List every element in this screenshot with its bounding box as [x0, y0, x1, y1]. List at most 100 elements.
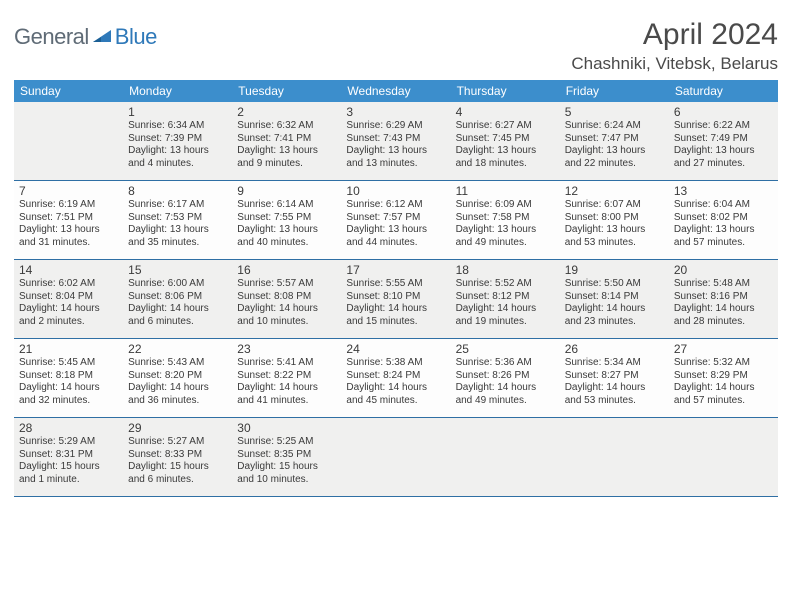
day-info-d2: and 41 minutes.	[237, 395, 336, 408]
day-info-sr: Sunrise: 5:52 AM	[456, 278, 555, 291]
day-info-d2: and 45 minutes.	[346, 395, 445, 408]
day-info-d1: Daylight: 14 hours	[674, 382, 773, 395]
day-info-sr: Sunrise: 6:27 AM	[456, 120, 555, 133]
day-info-ss: Sunset: 7:58 PM	[456, 212, 555, 225]
day-info-d2: and 27 minutes.	[674, 158, 773, 171]
day-cell: 14Sunrise: 6:02 AMSunset: 8:04 PMDayligh…	[14, 260, 123, 338]
day-info-ss: Sunset: 7:55 PM	[237, 212, 336, 225]
day-cell: 12Sunrise: 6:07 AMSunset: 8:00 PMDayligh…	[560, 181, 669, 259]
day-cell: 30Sunrise: 5:25 AMSunset: 8:35 PMDayligh…	[232, 418, 341, 496]
day-number: 1	[128, 105, 227, 119]
day-cell: 18Sunrise: 5:52 AMSunset: 8:12 PMDayligh…	[451, 260, 560, 338]
day-number: 9	[237, 184, 336, 198]
day-number: 15	[128, 263, 227, 277]
day-info-d2: and 57 minutes.	[674, 395, 773, 408]
day-info-sr: Sunrise: 6:32 AM	[237, 120, 336, 133]
week-row: 1Sunrise: 6:34 AMSunset: 7:39 PMDaylight…	[14, 102, 778, 181]
day-info-sr: Sunrise: 5:27 AM	[128, 436, 227, 449]
day-info-d1: Daylight: 13 hours	[346, 145, 445, 158]
day-number: 30	[237, 421, 336, 435]
title-block: April 2024 Chashniki, Vitebsk, Belarus	[571, 18, 778, 74]
dow-sunday: Sunday	[14, 80, 123, 102]
day-info-sr: Sunrise: 5:55 AM	[346, 278, 445, 291]
day-info-sr: Sunrise: 6:22 AM	[674, 120, 773, 133]
day-info-d2: and 53 minutes.	[565, 237, 664, 250]
day-info-d1: Daylight: 13 hours	[128, 224, 227, 237]
day-info-sr: Sunrise: 6:07 AM	[565, 199, 664, 212]
day-info-sr: Sunrise: 6:04 AM	[674, 199, 773, 212]
day-info-ss: Sunset: 7:47 PM	[565, 133, 664, 146]
day-info-sr: Sunrise: 5:25 AM	[237, 436, 336, 449]
day-info-ss: Sunset: 7:39 PM	[128, 133, 227, 146]
day-info-d1: Daylight: 13 hours	[674, 224, 773, 237]
day-info-d2: and 10 minutes.	[237, 474, 336, 487]
day-number: 24	[346, 342, 445, 356]
day-number: 13	[674, 184, 773, 198]
day-info-d2: and 6 minutes.	[128, 474, 227, 487]
day-number: 28	[19, 421, 118, 435]
day-info-d1: Daylight: 13 hours	[565, 224, 664, 237]
day-cell: 25Sunrise: 5:36 AMSunset: 8:26 PMDayligh…	[451, 339, 560, 417]
day-number: 19	[565, 263, 664, 277]
day-info-sr: Sunrise: 5:57 AM	[237, 278, 336, 291]
day-cell: 13Sunrise: 6:04 AMSunset: 8:02 PMDayligh…	[669, 181, 778, 259]
day-info-d2: and 32 minutes.	[19, 395, 118, 408]
day-number: 7	[19, 184, 118, 198]
day-info-d1: Daylight: 13 hours	[128, 145, 227, 158]
day-info-d1: Daylight: 14 hours	[237, 303, 336, 316]
day-info-d1: Daylight: 14 hours	[128, 303, 227, 316]
dow-monday: Monday	[123, 80, 232, 102]
day-info-sr: Sunrise: 6:24 AM	[565, 120, 664, 133]
day-info-ss: Sunset: 8:00 PM	[565, 212, 664, 225]
day-cell: 5Sunrise: 6:24 AMSunset: 7:47 PMDaylight…	[560, 102, 669, 180]
day-info-d2: and 9 minutes.	[237, 158, 336, 171]
day-info-d1: Daylight: 13 hours	[674, 145, 773, 158]
day-info-sr: Sunrise: 5:32 AM	[674, 357, 773, 370]
day-number: 27	[674, 342, 773, 356]
day-info-sr: Sunrise: 6:09 AM	[456, 199, 555, 212]
day-info-ss: Sunset: 8:06 PM	[128, 291, 227, 304]
day-info-d1: Daylight: 15 hours	[19, 461, 118, 474]
day-info-ss: Sunset: 8:31 PM	[19, 449, 118, 462]
day-info-d1: Daylight: 14 hours	[128, 382, 227, 395]
day-cell: 6Sunrise: 6:22 AMSunset: 7:49 PMDaylight…	[669, 102, 778, 180]
day-number: 12	[565, 184, 664, 198]
day-info-d1: Daylight: 13 hours	[19, 224, 118, 237]
day-info-sr: Sunrise: 5:36 AM	[456, 357, 555, 370]
day-info-ss: Sunset: 7:41 PM	[237, 133, 336, 146]
day-info-ss: Sunset: 8:24 PM	[346, 370, 445, 383]
day-cell: 19Sunrise: 5:50 AMSunset: 8:14 PMDayligh…	[560, 260, 669, 338]
day-info-ss: Sunset: 7:49 PM	[674, 133, 773, 146]
day-info-d1: Daylight: 14 hours	[19, 303, 118, 316]
day-info-sr: Sunrise: 6:02 AM	[19, 278, 118, 291]
day-info-sr: Sunrise: 5:41 AM	[237, 357, 336, 370]
day-info-d2: and 23 minutes.	[565, 316, 664, 329]
dow-saturday: Saturday	[669, 80, 778, 102]
dow-tuesday: Tuesday	[232, 80, 341, 102]
day-cell: 27Sunrise: 5:32 AMSunset: 8:29 PMDayligh…	[669, 339, 778, 417]
day-cell	[14, 102, 123, 180]
day-info-d2: and 40 minutes.	[237, 237, 336, 250]
day-info-d2: and 36 minutes.	[128, 395, 227, 408]
day-info-sr: Sunrise: 6:29 AM	[346, 120, 445, 133]
day-cell	[560, 418, 669, 496]
day-info-d2: and 4 minutes.	[128, 158, 227, 171]
day-info-d2: and 49 minutes.	[456, 395, 555, 408]
day-cell: 8Sunrise: 6:17 AMSunset: 7:53 PMDaylight…	[123, 181, 232, 259]
day-info-ss: Sunset: 8:29 PM	[674, 370, 773, 383]
day-cell: 2Sunrise: 6:32 AMSunset: 7:41 PMDaylight…	[232, 102, 341, 180]
day-info-sr: Sunrise: 5:34 AM	[565, 357, 664, 370]
day-cell: 3Sunrise: 6:29 AMSunset: 7:43 PMDaylight…	[341, 102, 450, 180]
day-info-d1: Daylight: 13 hours	[456, 224, 555, 237]
day-info-d2: and 2 minutes.	[19, 316, 118, 329]
day-cell: 26Sunrise: 5:34 AMSunset: 8:27 PMDayligh…	[560, 339, 669, 417]
header: General Blue April 2024 Chashniki, Viteb…	[14, 18, 778, 74]
day-number: 26	[565, 342, 664, 356]
day-info-d2: and 28 minutes.	[674, 316, 773, 329]
day-cell: 22Sunrise: 5:43 AMSunset: 8:20 PMDayligh…	[123, 339, 232, 417]
day-info-sr: Sunrise: 6:00 AM	[128, 278, 227, 291]
day-info-d2: and 31 minutes.	[19, 237, 118, 250]
day-info-ss: Sunset: 8:08 PM	[237, 291, 336, 304]
day-info-sr: Sunrise: 6:12 AM	[346, 199, 445, 212]
day-info-sr: Sunrise: 6:19 AM	[19, 199, 118, 212]
